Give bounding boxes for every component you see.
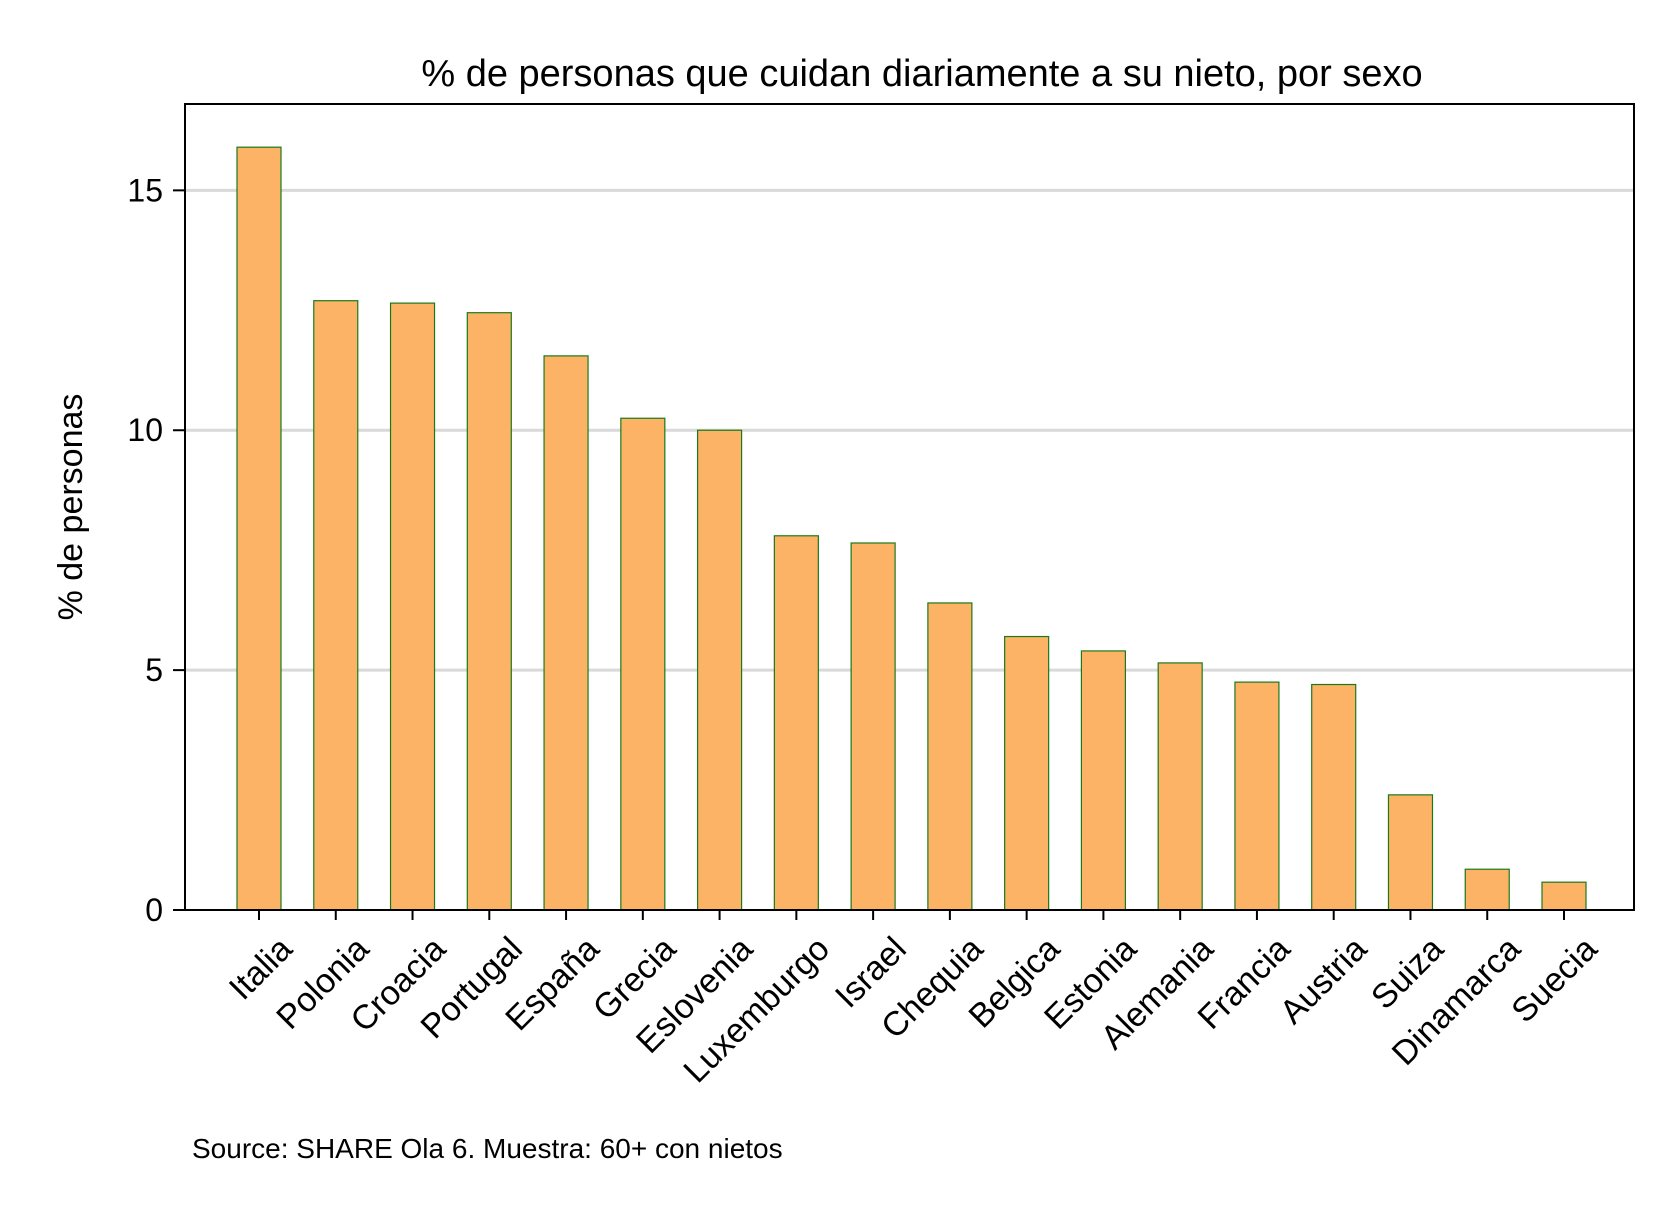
bar-israel: [850, 542, 896, 911]
y-tick-label: 0: [145, 892, 163, 928]
bar-estonia: [1080, 650, 1127, 911]
chart-title: % de personas que cuidan diariamente a s…: [421, 53, 1422, 95]
bar-grecia: [620, 417, 666, 911]
y-tick-label: 10: [127, 412, 163, 448]
bar-belgica: [1004, 635, 1050, 911]
bar-eslovenia: [696, 429, 743, 911]
bar-portugal: [466, 312, 512, 911]
bar-polonia: [313, 300, 359, 911]
bar-croacia: [389, 302, 436, 911]
bar-españa: [543, 355, 589, 911]
bar-chequia: [927, 602, 973, 911]
bar-suecia: [1541, 881, 1587, 911]
y-axis-label: % de personas: [52, 394, 90, 621]
bar-suiza: [1387, 794, 1434, 911]
source-note: Source: SHARE Ola 6. Muestra: 60+ con ni…: [192, 1133, 783, 1164]
bar-italia: [236, 146, 282, 911]
x-axis-labels: ItaliaPoloniaCroaciaPortugalEspañaGrecia…: [222, 910, 1605, 1090]
x-tick-label: Suecia: [1504, 930, 1604, 1030]
bar-luxemburgo: [773, 535, 819, 911]
bar-dinamarca: [1464, 868, 1510, 911]
y-tick-label: 15: [127, 172, 163, 208]
bar-austria: [1311, 683, 1357, 911]
bar-francia: [1234, 681, 1280, 911]
x-tick-label: Austria: [1273, 930, 1375, 1032]
bars: [236, 146, 1587, 911]
plot-frame: [184, 103, 1635, 911]
y-axis-ticks: 0 5 10 15: [127, 172, 185, 928]
bar-alemania: [1157, 662, 1203, 911]
y-tick-label: 5: [145, 652, 163, 688]
